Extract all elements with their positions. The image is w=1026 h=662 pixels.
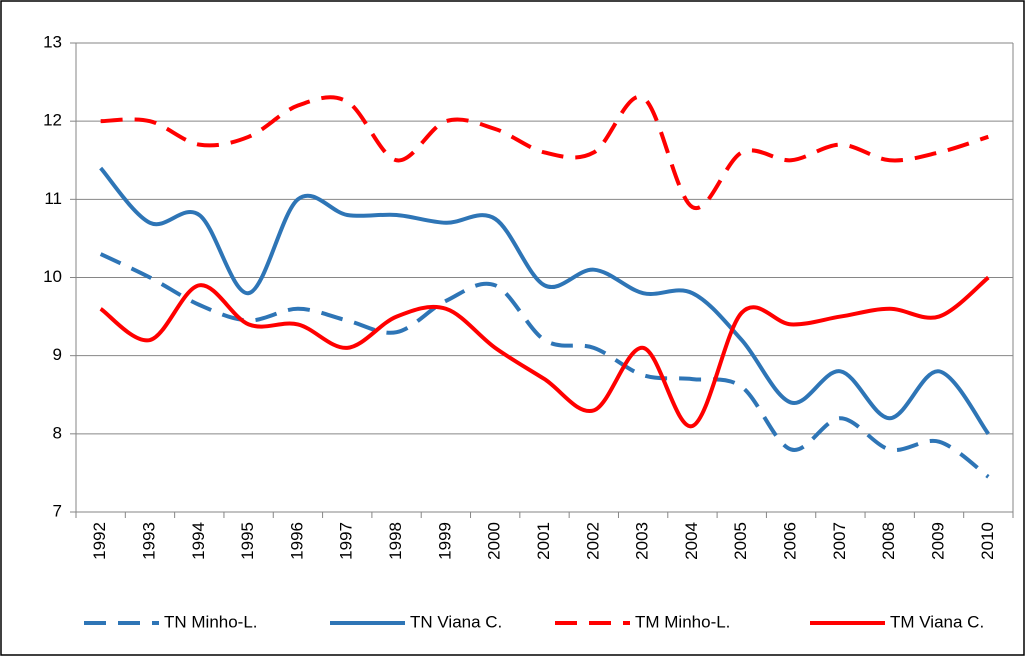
series-line — [99, 166, 990, 436]
x-tick-label: 2007 — [830, 522, 849, 560]
x-tick-label: 2002 — [583, 522, 602, 560]
x-tick-label: 1996 — [287, 522, 306, 560]
y-tick-label: 7 — [53, 501, 62, 520]
legend-label: TM Viana C. — [890, 612, 984, 631]
legend-label: TN Minho-L. — [164, 612, 258, 631]
x-tick-label: 2006 — [781, 522, 800, 560]
y-tick-label: 10 — [43, 267, 62, 286]
y-tick-label: 11 — [44, 189, 62, 208]
series-line — [99, 275, 990, 429]
x-tick-label: 2005 — [731, 522, 750, 560]
x-tick-label: 1995 — [238, 522, 257, 560]
x-tick-label: 2003 — [633, 522, 652, 560]
y-tick-label: 12 — [43, 111, 62, 130]
y-tick-label: 13 — [43, 32, 62, 51]
x-tick-label: 2010 — [978, 522, 997, 560]
legend-label: TM Minho-L. — [635, 612, 730, 631]
y-tick-label: 8 — [53, 423, 62, 442]
x-tick-label: 1997 — [337, 522, 356, 560]
x-tick-label: 1993 — [139, 522, 158, 560]
x-tick-label: 1999 — [435, 522, 454, 560]
series-line — [99, 252, 990, 479]
series-line — [100, 94, 989, 211]
x-tick-label: 2008 — [879, 522, 898, 560]
x-tick-label: 1994 — [189, 522, 208, 560]
y-tick-label: 9 — [53, 345, 62, 364]
x-tick-label: 2000 — [485, 522, 504, 560]
x-tick-label: 1998 — [386, 522, 405, 560]
x-tick-label: 2009 — [929, 522, 948, 560]
legend-label: TN Viana C. — [410, 612, 502, 631]
x-tick-label: 1992 — [90, 522, 109, 560]
x-tick-label: 2004 — [682, 522, 701, 560]
x-tick-label: 2001 — [534, 522, 553, 560]
